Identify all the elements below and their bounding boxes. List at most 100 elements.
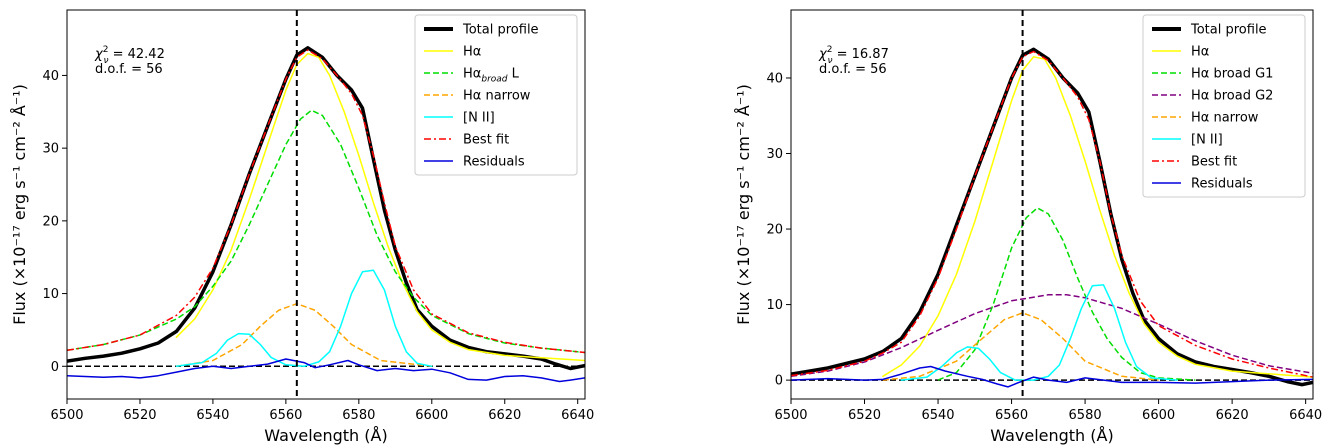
chart2-legend-label: Residuals xyxy=(1191,177,1253,192)
chart2-legend-label: Hα xyxy=(1191,45,1209,60)
chart2-y-tick-label: 40 xyxy=(766,71,783,86)
chart2-chi-symbol: χ xyxy=(818,47,828,62)
chart1-legend-label-main: Hα xyxy=(463,45,481,60)
chart2-legend-label-main: Residuals xyxy=(1191,177,1253,192)
chart1-series-total-profile xyxy=(67,46,585,371)
chart2-series-best-fit xyxy=(791,50,1313,378)
chart1-y-axis-title: Flux (×10⁻¹⁷ erg s⁻¹ cm⁻² Å⁻¹) xyxy=(10,84,29,325)
chart2-x-tick-label: 6580 xyxy=(1069,408,1102,423)
chart1-y-tick-label: 10 xyxy=(42,287,59,302)
chart2-chi-sub: ν xyxy=(827,56,832,66)
chart2-series-h-narrow xyxy=(882,312,1159,381)
chart2-chi-sup: 2 xyxy=(827,45,833,55)
chart1-legend-label-main: [N II] xyxy=(463,111,495,126)
chart2-chi-value: = 16.87 xyxy=(832,47,888,62)
chart2-x-tick-label: 6540 xyxy=(921,408,954,423)
chart1-legend-label: Hα xyxy=(463,45,481,60)
chart1-legend-label-sub: broad xyxy=(481,75,507,85)
chart1-chi-symbol: χ xyxy=(94,47,104,62)
chart1-y-tick-label: 0 xyxy=(51,360,59,375)
chart1-chi-sub: ν xyxy=(103,56,108,66)
chart1-x-tick-label: 6620 xyxy=(488,408,521,423)
chart1-legend-label-main: Hα narrow xyxy=(463,89,531,104)
chart1-x-tick-label: 6600 xyxy=(415,408,448,423)
chart1-x-tick-label: 6580 xyxy=(342,408,375,423)
chart1-axes-frame xyxy=(66,9,586,400)
chart2-series-h-broad-g2 xyxy=(791,294,1313,378)
chart2-axes-frame xyxy=(790,9,1314,400)
chart2-x-tick-label: 6640 xyxy=(1289,408,1322,423)
chart1-legend-label-tail: L xyxy=(508,67,520,82)
chart2-series-h- xyxy=(882,56,1313,378)
chart1-series-h-narrow xyxy=(176,302,432,368)
chart2-x-tick-label: 6500 xyxy=(774,408,807,423)
chart2-y-tick-label: 10 xyxy=(766,298,783,313)
chart1-legend-label: Total profile xyxy=(462,23,539,38)
chart1-series-h-broad-l xyxy=(67,109,585,354)
chart2-series--n-ii-6583 xyxy=(1032,284,1178,381)
chart2-legend-label: Total profile xyxy=(1190,23,1267,38)
chart2-legend-label-main: [N II] xyxy=(1191,133,1223,148)
chart2-dof-label: d.o.f. = 56 xyxy=(819,62,887,77)
chart2-x-tick-label: 6620 xyxy=(1216,408,1249,423)
chart2-legend: Total profile Hα Hα broad G1 Hα broad G2 Hα … xyxy=(1142,14,1306,198)
chart1-y-tick-label: 20 xyxy=(42,214,59,229)
chart2-chi-square-label: χ2 ν = 16.87 xyxy=(818,45,889,66)
chart1-y-tick-label: 40 xyxy=(42,69,59,84)
chart1-legend-label: Residuals xyxy=(463,155,525,170)
chart1-chi-sup: 2 xyxy=(103,45,109,55)
chart2-legend-label-main: Best fit xyxy=(1191,155,1237,170)
chart1-x-axis-title: Wavelength (Å) xyxy=(264,426,387,445)
chart1-legend-label: Best fit xyxy=(463,133,509,148)
chart1-x-tick-label: 6640 xyxy=(561,408,594,423)
chart2-legend-label-main: Total profile xyxy=(1190,23,1267,38)
chart2-y-tick-label: 0 xyxy=(775,374,783,389)
chart2-x-tick-label: 6600 xyxy=(1142,408,1175,423)
chart1-series-h- xyxy=(175,52,585,362)
chart1-x-tick-label: 6560 xyxy=(269,408,302,423)
chart1-x-tick-label: 6500 xyxy=(50,408,83,423)
chart1-x-tick-label: 6520 xyxy=(123,408,156,423)
chart1-legend-label-main: Best fit xyxy=(463,133,509,148)
chart2-panel: 6500 6520 6540 6560 6580 6600 6620 6640 0 10 20 30 4… xyxy=(734,9,1322,445)
chart1-legend-label-main: Hα xyxy=(463,67,481,82)
chart2-legend-label: Hα broad G2 xyxy=(1191,89,1273,104)
chart1-dof-label: d.o.f. = 56 xyxy=(95,62,163,77)
chart2-x-tick-label: 6560 xyxy=(995,408,1028,423)
chart1-chi-square-label: χ2 ν = 42.42 xyxy=(94,45,165,66)
chart1-chi-value: = 42.42 xyxy=(108,47,164,62)
chart2-series--n-ii-6548 xyxy=(900,346,1035,381)
chart2-series-h-broad-g1 xyxy=(937,207,1196,381)
chart2-y-tick-label: 20 xyxy=(766,223,783,238)
chart1-series-best-fit xyxy=(67,49,585,354)
chart1-legend-label: Hα narrow xyxy=(463,89,531,104)
chart2-series-residuals xyxy=(791,365,1313,388)
chart2-legend-label-main: Hα narrow xyxy=(1191,111,1259,126)
chart1-y-tick-label: 30 xyxy=(42,142,59,157)
chart2-series-total-profile xyxy=(791,47,1313,387)
chart2-legend-box xyxy=(1142,14,1306,198)
chart1-legend-label-main: Total profile xyxy=(462,23,539,38)
chart1-series--n-ii-6583 xyxy=(303,269,433,368)
chart1-series--n-ii-6548 xyxy=(175,332,305,368)
chart1-legend-box xyxy=(414,14,578,176)
chart2-legend-label: [N II] xyxy=(1191,133,1223,148)
chart1-series-residuals xyxy=(67,358,585,383)
chart2-legend-label: Hα narrow xyxy=(1191,111,1259,126)
chart1-x-tick-label: 6540 xyxy=(196,408,229,423)
chart2-x-axis-title: Wavelength (Å) xyxy=(990,426,1113,445)
chart1-panel: 6500 6520 6540 6560 6580 6600 6620 6640 0 10 20 30 4… xyxy=(10,9,594,445)
chart1-legend-label-main: Residuals xyxy=(463,155,525,170)
chart1-plot-area xyxy=(67,10,585,399)
chart2-legend-label-main: Hα broad G1 xyxy=(1191,67,1273,82)
chart2-legend-label-main: Hα broad G2 xyxy=(1191,89,1273,104)
chart2-y-tick-label: 30 xyxy=(766,147,783,162)
chart2-x-tick-label: 6520 xyxy=(848,408,881,423)
chart1-legend-label: Hαbroad L xyxy=(463,67,520,85)
chart1-legend-label: [N II] xyxy=(463,111,495,126)
chart2-legend-label-main: Hα xyxy=(1191,45,1209,60)
chart2-y-axis-title: Flux (×10⁻¹⁷ erg s⁻¹ cm⁻² Å⁻¹) xyxy=(734,84,753,325)
chart2-legend-label: Hα broad G1 xyxy=(1191,67,1273,82)
